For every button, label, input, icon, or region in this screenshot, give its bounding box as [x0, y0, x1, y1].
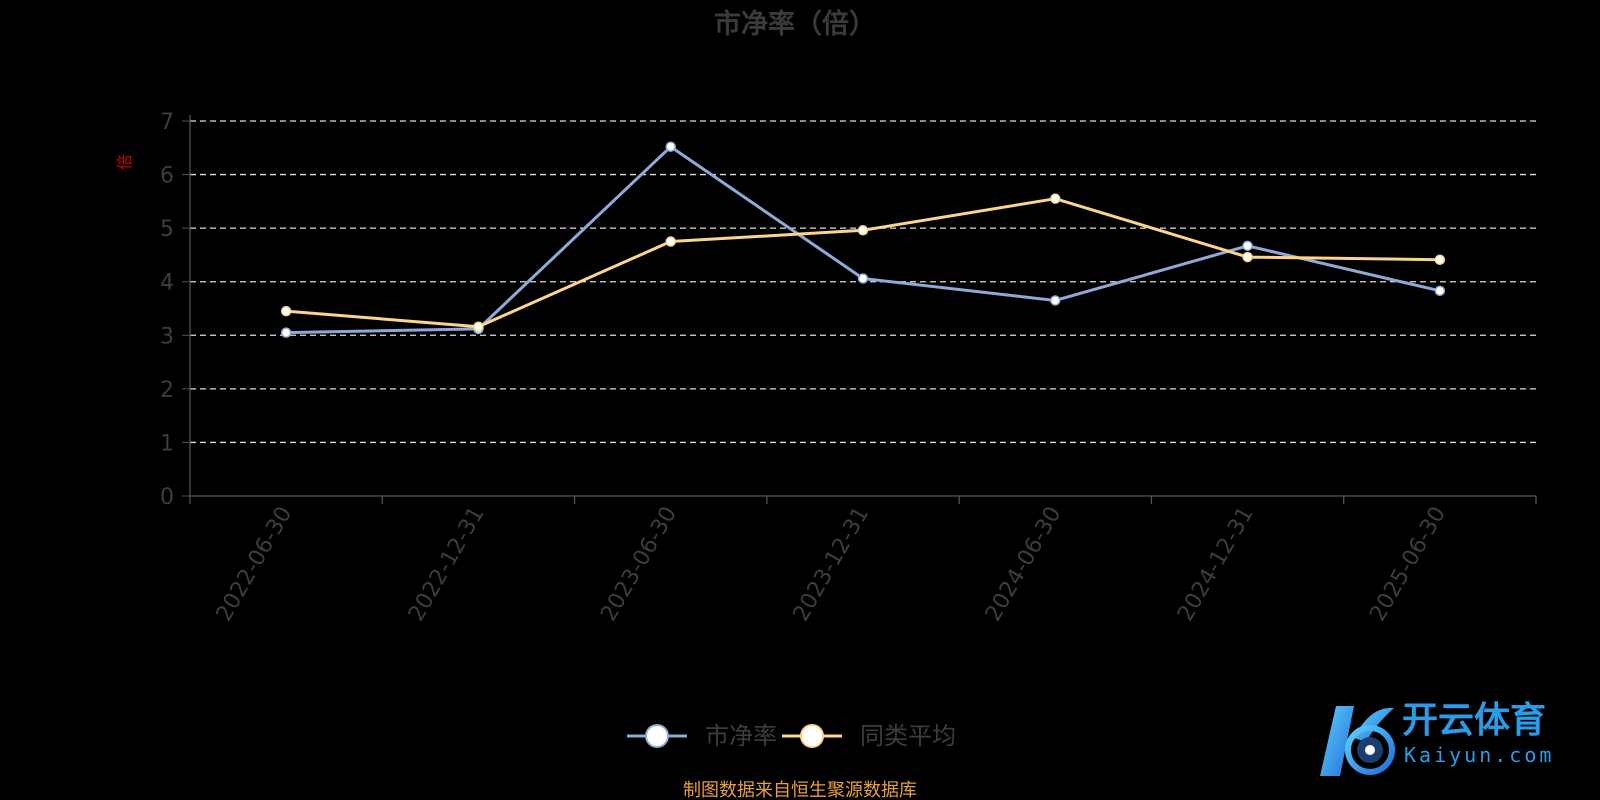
x-tick-label: 2024-12-31	[1173, 503, 1259, 626]
data-point	[1050, 295, 1061, 306]
x-tick-label: 2023-12-31	[789, 503, 875, 626]
axes: 0 1 2 3 4 5 6 7 2022-06-30 2022-12-31 2023-06-30 20…	[160, 110, 1537, 626]
watermark-logo: 开云体育 Kaiyun.com	[1310, 698, 1590, 788]
data-point	[280, 305, 292, 317]
y-tick-label: 3	[160, 324, 174, 349]
x-tick-label: 2023-06-30	[596, 503, 682, 626]
data-point	[665, 141, 676, 152]
x-tick-label: 2022-12-31	[404, 503, 490, 626]
chart-title: 市净率（倍）	[714, 8, 876, 40]
y-tick-label: 5	[160, 217, 174, 242]
legend-item-1[interactable]: 市净率	[627, 722, 777, 750]
data-point	[1242, 251, 1253, 263]
legend-marker	[800, 724, 824, 748]
series-lines	[280, 141, 1446, 338]
legend-label: 市净率	[705, 722, 777, 750]
y-tick-label: 2	[160, 378, 174, 403]
legend[interactable]: 市净率 同类平均	[627, 722, 956, 750]
legend-item-2[interactable]: 同类平均	[782, 722, 956, 750]
watermark-brand-en: Kaiyun.com	[1404, 743, 1554, 767]
data-point	[665, 236, 676, 247]
y-tick-label: 4	[160, 271, 174, 296]
y-tick-label: 7	[160, 110, 174, 135]
data-point	[1050, 193, 1061, 204]
legend-marker	[645, 724, 669, 748]
data-point	[857, 273, 869, 284]
watermark-brand-cn: 开云体育	[1402, 700, 1546, 741]
kaiyun-logo-icon	[1320, 706, 1395, 776]
data-point	[1434, 254, 1446, 265]
data-point	[857, 225, 869, 236]
y-tick-label: 0	[160, 485, 174, 510]
y-tick-label: 6	[160, 164, 174, 189]
data-point	[1434, 285, 1446, 297]
data-point	[473, 321, 484, 332]
y-tick-label: 1	[160, 431, 174, 456]
y-axis-label: 倍	[115, 154, 134, 170]
data-point	[280, 327, 292, 338]
x-tick-label: 2022-06-30	[212, 503, 298, 626]
x-tick-label: 2025-06-30	[1365, 503, 1451, 626]
x-tick-label: 2024-06-30	[981, 503, 1067, 626]
legend-label: 同类平均	[860, 722, 956, 750]
data-point	[1242, 240, 1253, 252]
series-line-2	[286, 197, 1440, 329]
source-note: 制图数据来自恒生聚源数据库	[683, 780, 917, 800]
